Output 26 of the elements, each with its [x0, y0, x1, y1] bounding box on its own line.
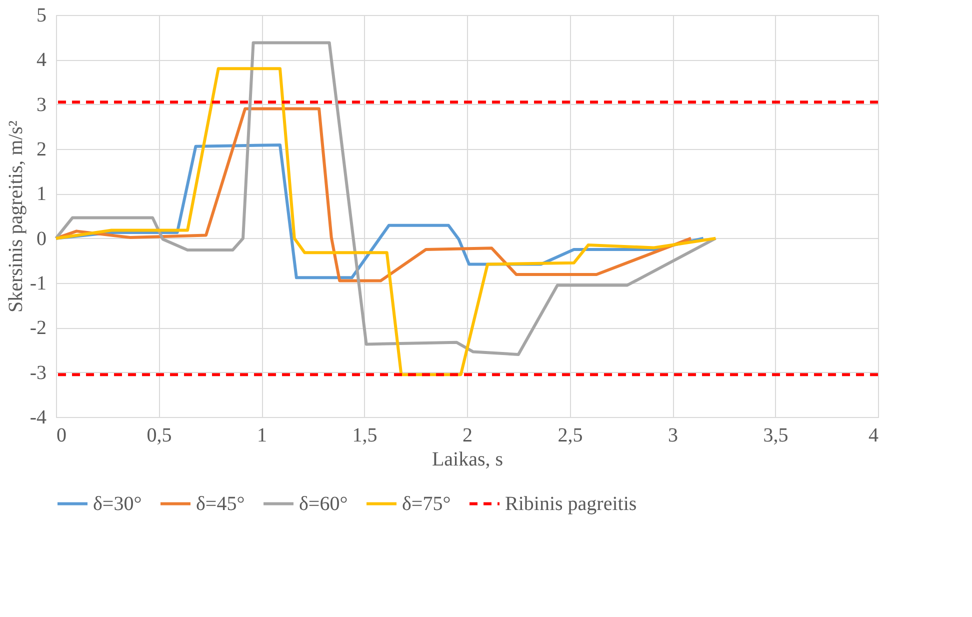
y-tick-label: -2 [30, 317, 46, 340]
x-tick-label: 0 [56, 424, 66, 446]
y-axis-title: Skersinis pagreitis, m/s² [4, 120, 27, 313]
x-tick-label: 4 [868, 424, 878, 446]
x-tick-label: 1 [257, 424, 267, 446]
x-tick-label: 3,5 [763, 424, 788, 446]
y-tick-label: 5 [36, 4, 46, 26]
legend-label: δ=60° [299, 492, 348, 515]
y-tick-label: 3 [36, 94, 46, 116]
y-tick-label: -3 [30, 362, 46, 384]
legend-label: δ=75° [402, 492, 451, 515]
x-axis-title: Laikas, s [432, 448, 504, 470]
y-tick-label: 2 [36, 138, 46, 160]
x-tick-label: 2 [462, 424, 472, 446]
legend-label: δ=30° [93, 492, 142, 515]
y-tick-label: 1 [36, 183, 46, 206]
y-tick-label: 4 [36, 49, 46, 72]
x-tick-label: 0,5 [146, 424, 172, 446]
y-tick-label: -1 [30, 272, 46, 294]
x-tick-label: 2,5 [558, 424, 583, 446]
y-tick-label: 0 [36, 228, 46, 250]
x-tick-label: 1,5 [352, 424, 378, 446]
legend-label: Ribinis pagreitis [505, 492, 637, 515]
legend-label: δ=45° [196, 492, 245, 515]
y-tick-label: -4 [30, 406, 46, 428]
x-tick-label: 3 [668, 424, 678, 446]
